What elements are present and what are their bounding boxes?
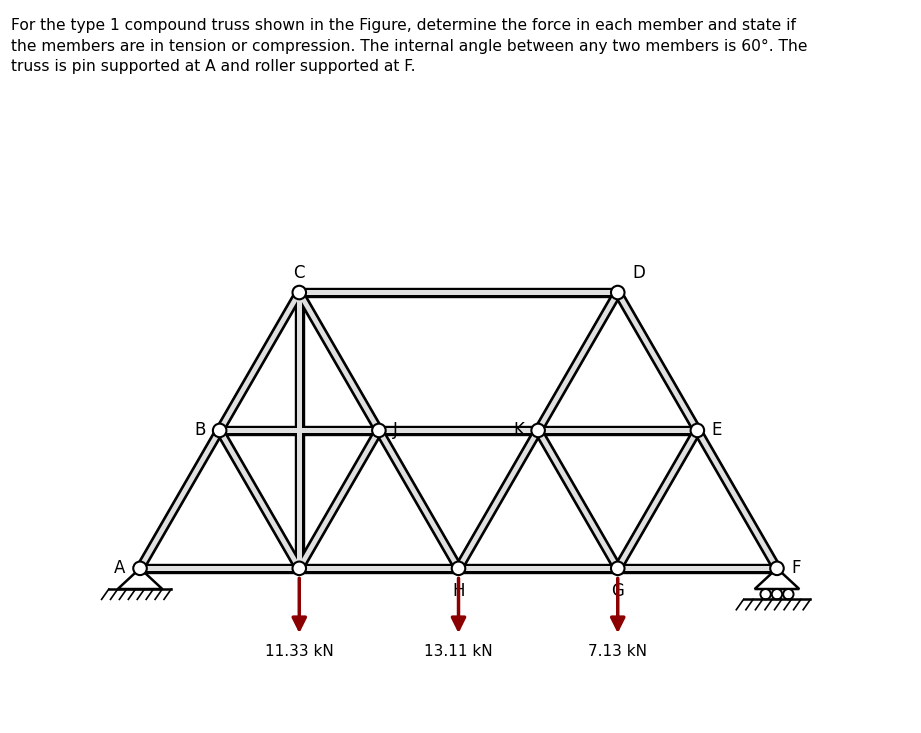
Polygon shape [459, 566, 618, 571]
Polygon shape [534, 428, 622, 570]
Circle shape [770, 561, 784, 575]
Polygon shape [219, 426, 379, 435]
Polygon shape [297, 291, 381, 432]
Polygon shape [457, 430, 541, 570]
Text: For the type 1 compound truss shown in the Figure, determine the force in each m: For the type 1 compound truss shown in t… [11, 18, 808, 74]
Polygon shape [618, 564, 777, 572]
Circle shape [293, 286, 306, 299]
Text: C: C [294, 264, 305, 282]
Polygon shape [138, 430, 222, 570]
Text: D: D [632, 264, 645, 282]
Polygon shape [754, 568, 799, 589]
Text: 13.11 kN: 13.11 kN [425, 644, 493, 659]
Text: F: F [791, 559, 801, 578]
Circle shape [134, 561, 146, 575]
Polygon shape [216, 290, 303, 432]
Text: J: J [393, 421, 398, 439]
Circle shape [772, 589, 782, 600]
Polygon shape [615, 291, 699, 432]
Polygon shape [695, 430, 779, 570]
Polygon shape [459, 564, 618, 572]
Circle shape [372, 424, 386, 437]
Polygon shape [538, 428, 697, 432]
Polygon shape [219, 428, 379, 432]
Polygon shape [296, 290, 383, 432]
Polygon shape [118, 568, 162, 589]
Polygon shape [615, 430, 699, 570]
Polygon shape [534, 290, 622, 432]
Polygon shape [299, 566, 459, 571]
Polygon shape [379, 426, 538, 435]
Polygon shape [216, 428, 303, 570]
Polygon shape [140, 566, 299, 571]
Polygon shape [297, 292, 302, 568]
Polygon shape [536, 291, 620, 432]
Circle shape [611, 561, 624, 575]
Polygon shape [299, 288, 618, 297]
Polygon shape [538, 426, 697, 435]
Text: B: B [194, 421, 205, 439]
Text: 7.13 kN: 7.13 kN [589, 644, 647, 659]
Circle shape [691, 424, 705, 437]
Circle shape [213, 424, 227, 437]
Text: I: I [297, 582, 302, 600]
Polygon shape [299, 290, 618, 295]
Text: 11.33 kN: 11.33 kN [265, 644, 333, 659]
Polygon shape [614, 428, 701, 570]
Polygon shape [140, 564, 299, 572]
Polygon shape [217, 430, 301, 570]
Circle shape [761, 589, 771, 600]
Text: G: G [612, 582, 624, 600]
Polygon shape [217, 291, 301, 432]
Text: E: E [712, 421, 722, 439]
Circle shape [531, 424, 545, 437]
Polygon shape [377, 430, 460, 570]
Polygon shape [295, 292, 304, 568]
Text: H: H [452, 582, 465, 600]
Polygon shape [375, 428, 462, 570]
Text: K: K [513, 421, 524, 439]
Polygon shape [618, 566, 777, 571]
Polygon shape [299, 564, 459, 572]
Polygon shape [296, 428, 383, 570]
Circle shape [783, 589, 794, 600]
Circle shape [293, 561, 306, 575]
Polygon shape [297, 430, 381, 570]
Polygon shape [694, 428, 781, 570]
Polygon shape [136, 428, 224, 570]
Circle shape [611, 286, 624, 299]
Circle shape [451, 561, 465, 575]
Text: A: A [114, 559, 125, 578]
Polygon shape [536, 430, 620, 570]
Polygon shape [614, 290, 701, 432]
Polygon shape [455, 428, 542, 570]
Polygon shape [379, 428, 538, 432]
